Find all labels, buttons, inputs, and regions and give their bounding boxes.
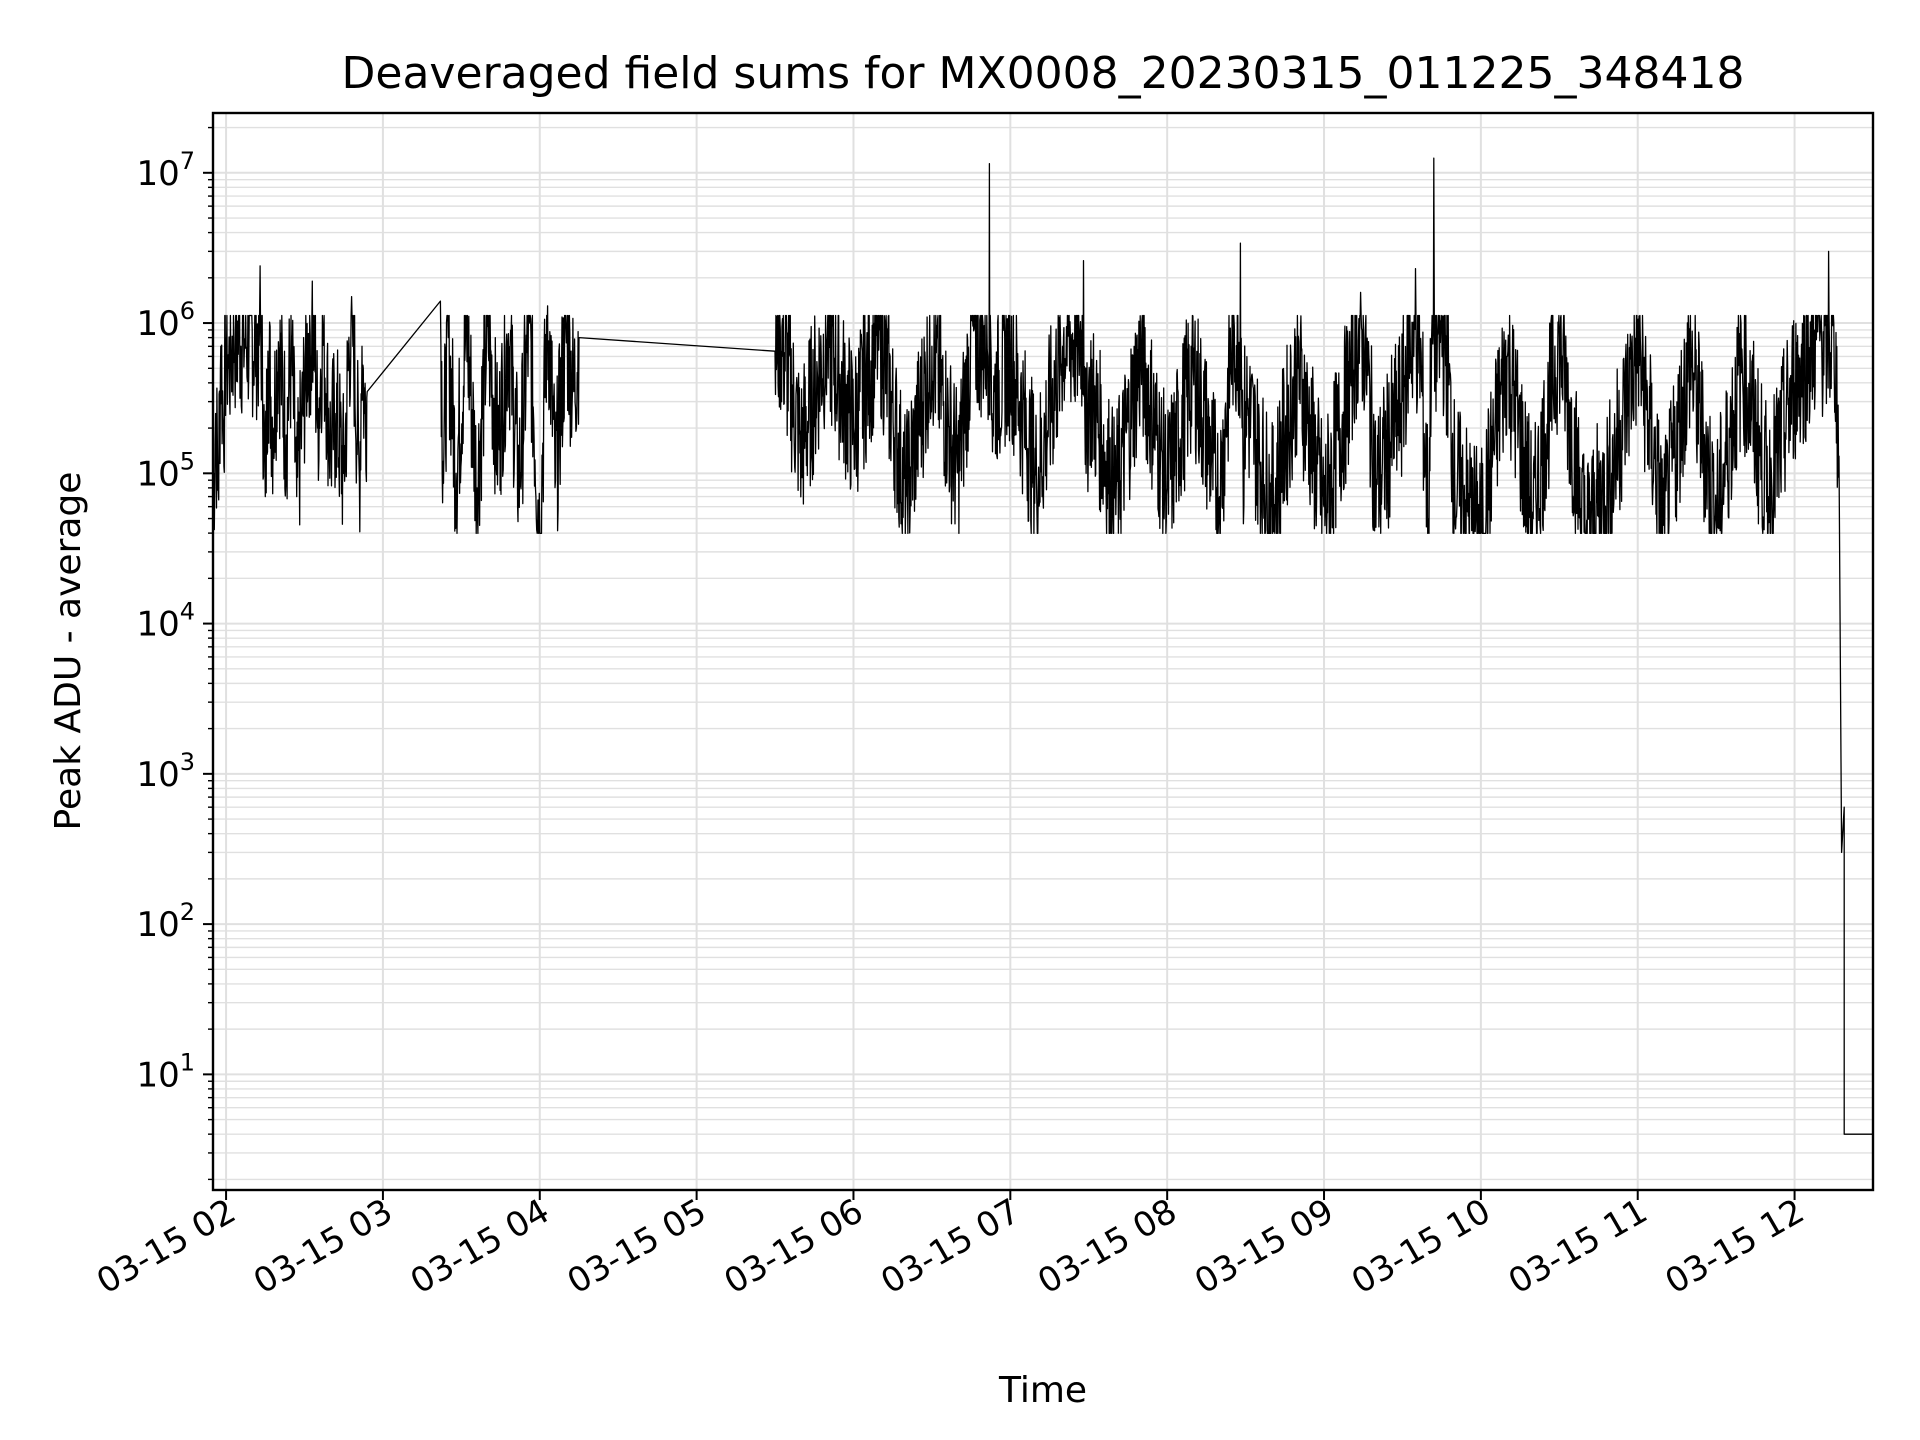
y-tick-label: 101 — [136, 1048, 195, 1095]
y-tick-label: 103 — [136, 748, 195, 795]
data-layer — [212, 157, 1873, 1135]
y-tick-label: 107 — [136, 147, 195, 194]
y-tick-label: 106 — [136, 297, 195, 344]
grid — [213, 113, 1873, 1190]
plot-frame — [211, 111, 1875, 1192]
y-axis-label: Peak ADU - average — [48, 472, 89, 831]
y-tick-label: 102 — [136, 898, 195, 945]
chart-title: Deaveraged field sums for MX0008_2023031… — [342, 48, 1745, 99]
series-line — [212, 157, 1873, 1135]
x-axis-label: Time — [998, 1370, 1087, 1411]
y-tick-label: 104 — [136, 598, 195, 645]
y-tick-label: 105 — [136, 447, 195, 494]
y-ticks: 101 102 103 104 105 106 107 — [136, 126, 213, 1181]
